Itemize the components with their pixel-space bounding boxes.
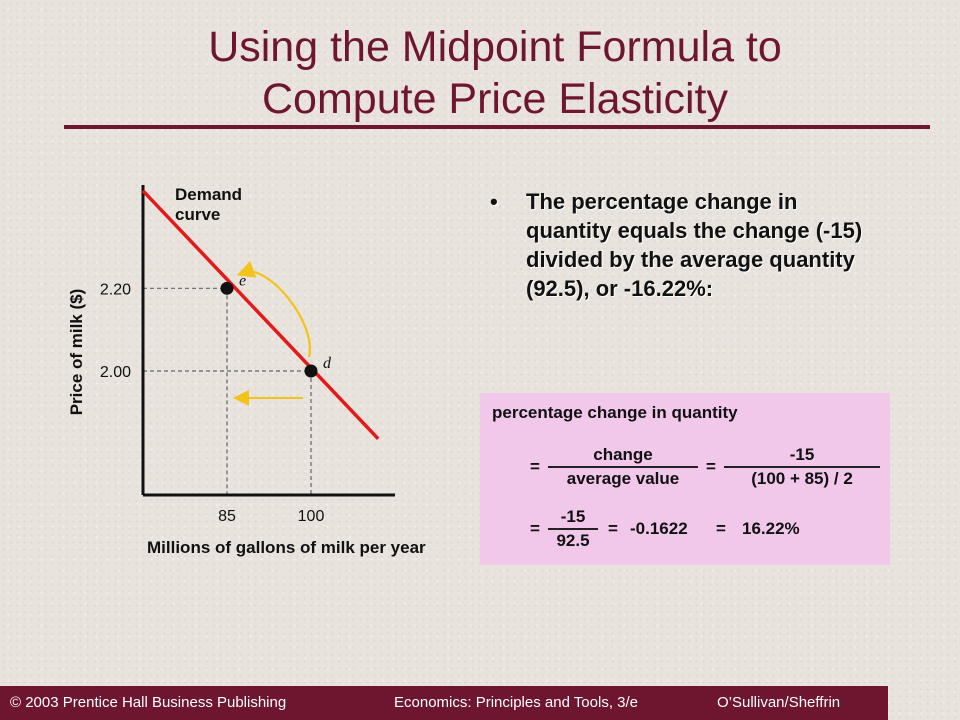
demand-chart: e d 2.20 85 2.00 100 Millions of gallons of mi…	[67, 185, 426, 557]
bullet-text: The percentage change in quantity equals…	[526, 189, 863, 301]
chart-axes	[141, 185, 395, 497]
fraction-numerator: change	[548, 445, 698, 468]
point-label-e: e	[239, 272, 246, 289]
fraction-minus15-over-92-5: -15 92.5	[548, 507, 598, 551]
fraction-minus15-over-average: -15 (100 + 85) / 2	[724, 445, 880, 489]
formula-box: percentage change in quantity = change a…	[480, 393, 890, 565]
y-tick-label: 2.20	[100, 281, 131, 298]
slide-title-line-2: Compute Price Elasticity	[262, 75, 728, 123]
y-axis-label: Price of milk ($)	[67, 289, 86, 416]
bullet-marker: •	[490, 189, 498, 214]
dashed-guides	[143, 287, 312, 495]
x-tick-label: 100	[298, 508, 325, 525]
bullet-point: • The percentage change in quantity equa…	[490, 187, 870, 303]
equals-sign: =	[530, 457, 540, 476]
fraction-denominator: (100 + 85) / 2	[751, 469, 853, 488]
movement-arrows	[233, 261, 311, 406]
curved-arrow	[236, 261, 311, 358]
equals-sign: =	[706, 457, 716, 476]
point-e	[220, 281, 234, 295]
decimal-result: -0.1622	[630, 519, 688, 538]
footer-book-title: Economics: Principles and Tools, 3/e	[394, 694, 639, 711]
y-tick-label: 2.00	[100, 364, 131, 381]
chart-labels: e d 2.20 85 2.00 100 Millions of gallons of mi…	[67, 185, 426, 557]
fraction-numerator: -15	[724, 445, 880, 468]
fraction-denominator: 92.5	[556, 531, 590, 550]
footer-copyright: © 2003 Prentice Hall Business Publishing	[10, 694, 287, 711]
demand-curve-label: curve	[175, 205, 220, 224]
footer-bar: © 2003 Prentice Hall Business Publishing…	[0, 686, 888, 720]
demand-curve-label: Demand	[175, 185, 242, 204]
equals-sign: =	[608, 519, 618, 538]
percent-result: 16.22%	[742, 519, 800, 538]
point-label-d: d	[323, 355, 332, 372]
footer-authors: O’Sullivan/Sheffrin	[717, 694, 841, 711]
equals-sign: =	[530, 519, 540, 538]
chart-points	[220, 281, 318, 378]
title-divider	[64, 125, 930, 129]
x-tick-label: 85	[218, 508, 236, 525]
fraction-numerator: -15	[548, 507, 598, 530]
formula-heading: percentage change in quantity	[492, 403, 738, 422]
point-d	[304, 364, 318, 378]
slide-title-line-1: Using the Midpoint Formula to	[208, 23, 782, 71]
demand-curve-line	[141, 189, 380, 440]
equals-sign: =	[716, 519, 726, 538]
x-axis-label: Millions of gallons of milk per year	[147, 538, 426, 557]
fraction-denominator: average value	[566, 469, 680, 488]
chart-series	[141, 189, 380, 440]
fraction-change-over-average: change average value	[548, 445, 698, 489]
